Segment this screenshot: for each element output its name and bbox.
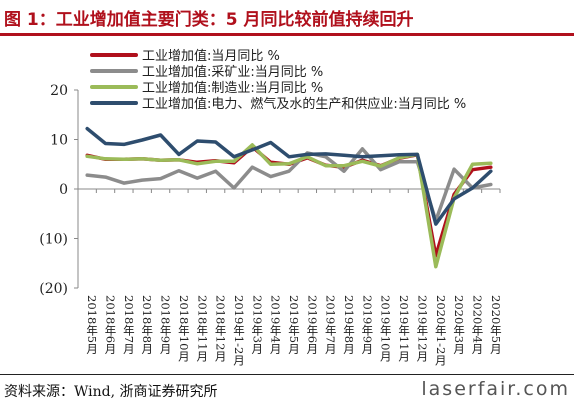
y-tick-label: 20	[50, 83, 68, 99]
series-line-4	[85, 126, 493, 226]
x-tick-label: 2018年7月	[122, 295, 136, 355]
y-tick-label: 10	[50, 133, 68, 149]
x-tick-label: 2019年3月	[250, 295, 264, 355]
x-tick-label: 2018年8月	[140, 295, 154, 355]
y-tick-label: 0	[59, 182, 68, 198]
x-tick-label: 2020年5月	[489, 295, 503, 355]
line-chart: 20 10 0 (10) (20) 2018年5月 2018年6月 2018年7月 2018年8…	[39, 48, 503, 366]
x-tick-label: 2018年6月	[104, 295, 118, 355]
x-tick-label: 2019年10月	[379, 295, 393, 362]
source-note: 资料来源：Wind, 浙商证券研究所	[4, 384, 218, 400]
series-line-3	[85, 143, 493, 269]
y-tick-label: (20)	[39, 281, 68, 297]
x-tick-label: 2019年7月	[324, 295, 338, 355]
x-tick-label: 2020年3月	[452, 295, 466, 355]
x-tick-label: 2018年5月	[85, 295, 99, 355]
figure-title: 图 1：工业增加值主要门类：5 月同比较前值持续回升	[4, 10, 414, 30]
watermark: laserfair.com	[421, 378, 570, 400]
x-tick-label: 2018年9月	[159, 295, 173, 355]
x-tick-label: 2019年12月	[415, 295, 429, 362]
legend-label: 工业增加值:采矿业:当月同比 %	[142, 64, 323, 80]
title-rule	[0, 33, 574, 36]
legend-label: 工业增加值:当月同比 %	[142, 48, 280, 64]
x-tick-label: 2019年6月	[305, 295, 319, 355]
x-tick-label: 2019年4月	[269, 295, 283, 355]
x-tick-label: 2019年1-2月	[232, 295, 246, 366]
x-tick-label: 2018年12月	[214, 295, 228, 362]
legend-label: 工业增加值:制造业:当月同比 %	[142, 80, 323, 96]
x-tick-label: 2020年1-2月	[434, 295, 448, 366]
x-tick-label: 2019年11月	[397, 295, 411, 362]
legend-label: 工业增加值:电力、燃气及水的生产和供应业:当月同比 %	[142, 96, 466, 112]
footer-rule	[0, 374, 574, 375]
x-tick-label: 2019年9月	[360, 295, 374, 355]
x-tick-label: 2018年11月	[195, 295, 209, 362]
x-tick-label: 2019年8月	[342, 295, 356, 355]
y-tick-label: (10)	[39, 232, 68, 248]
x-tick-label: 2019年5月	[287, 295, 301, 355]
x-tick-label: 2020年4月	[470, 295, 484, 355]
x-tick-label: 2018年10月	[177, 295, 191, 362]
plot-area: 20 10 0 (10) (20) 2018年5月 2018年6月 2018年7月 2018年8…	[39, 48, 503, 366]
